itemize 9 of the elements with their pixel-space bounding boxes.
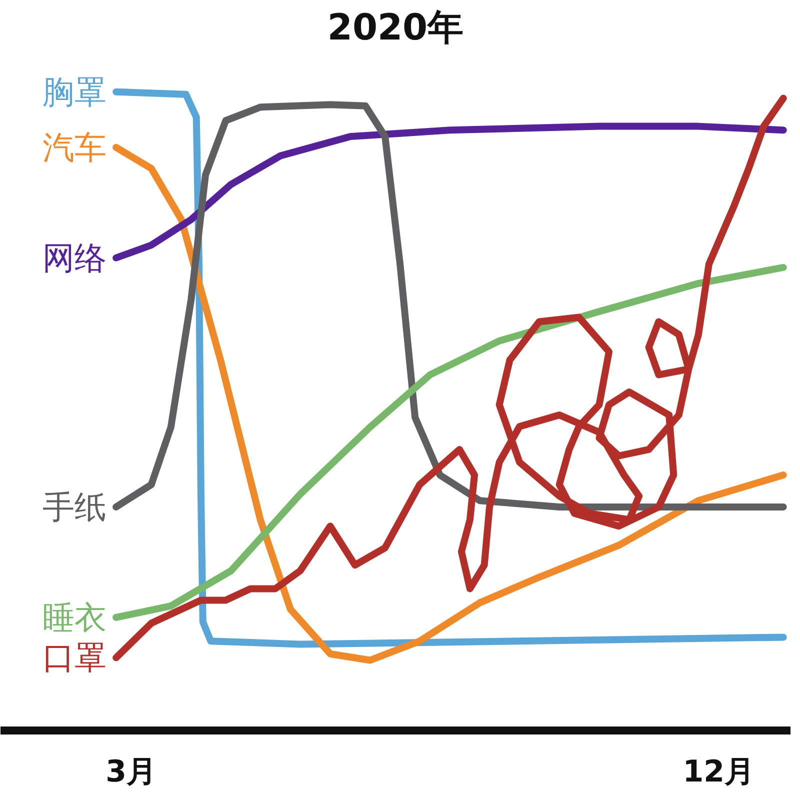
series-label: 汽车 [42,128,106,166]
x-tick-label: 3月 [106,754,157,790]
x-tick-label: 12月 [682,754,755,790]
series-label: 口罩 [42,638,106,677]
series-label: 睡衣 [42,598,106,636]
chart-title: 2020年 [327,8,464,48]
series-label: 网络 [42,238,106,277]
series-label: 手纸 [42,488,106,526]
series-label: 胸罩 [42,72,106,111]
